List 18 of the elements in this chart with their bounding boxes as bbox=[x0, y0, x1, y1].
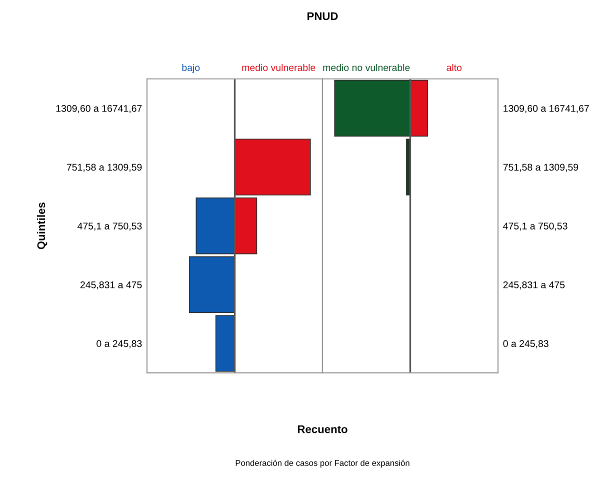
x-axis-title: Recuento bbox=[298, 425, 348, 434]
chart-title: PNUD bbox=[308, 12, 338, 20]
y-tick-label: 751,58 a 1309,59 bbox=[66, 164, 142, 172]
text: alto bbox=[446, 64, 462, 72]
series-label: medio no vulnerable bbox=[323, 64, 410, 72]
y-tick-label: 245,831 a 475 bbox=[503, 281, 565, 290]
y-tick-label: 1309,60 a 16741,67 bbox=[504, 105, 589, 114]
y-axis-title: Quintiles bbox=[36, 202, 48, 250]
y-tick-label: 751,58 a 1309,59 bbox=[503, 164, 578, 172]
text: Ponderación de casos por Factor de expansión bbox=[236, 460, 410, 468]
y-tick-label: 1309,60 a 16741,67 bbox=[56, 105, 142, 114]
text: bajo bbox=[182, 64, 200, 73]
y-tick-label: 245,831 a 475 bbox=[80, 281, 142, 290]
y-tick-label: 475,1 a 750,53 bbox=[77, 222, 142, 231]
y-tick-label: 475,1 a 750,53 bbox=[503, 222, 568, 231]
y-tick-label: 0 a 245,83 bbox=[503, 340, 548, 348]
text: medio vulnerable bbox=[242, 64, 316, 72]
y-tick-label: 0 a 245,83 bbox=[96, 340, 142, 348]
